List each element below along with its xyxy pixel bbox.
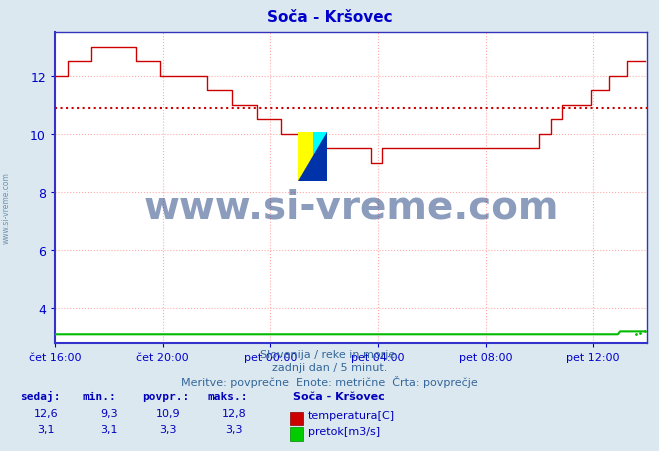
- Text: povpr.:: povpr.:: [142, 391, 189, 401]
- Text: temperatura[C]: temperatura[C]: [308, 410, 395, 420]
- Text: 9,3: 9,3: [100, 408, 117, 418]
- Text: 3,1: 3,1: [100, 424, 117, 434]
- Text: sedaj:: sedaj:: [20, 390, 60, 401]
- Bar: [312, 132, 328, 182]
- Text: 10,9: 10,9: [156, 408, 181, 418]
- Text: 3,3: 3,3: [225, 424, 243, 434]
- Text: 12,8: 12,8: [221, 408, 246, 418]
- Text: 12,6: 12,6: [34, 408, 59, 418]
- Text: www.si-vreme.com: www.si-vreme.com: [2, 171, 11, 244]
- Bar: [298, 132, 312, 182]
- Text: 3,1: 3,1: [38, 424, 55, 434]
- Text: Soča - Kršovec: Soča - Kršovec: [267, 10, 392, 25]
- Text: Meritve: povprečne  Enote: metrične  Črta: povprečje: Meritve: povprečne Enote: metrične Črta:…: [181, 375, 478, 387]
- Text: pretok[m3/s]: pretok[m3/s]: [308, 426, 380, 436]
- Polygon shape: [298, 132, 328, 182]
- Text: Slovenija / reke in morje.: Slovenija / reke in morje.: [260, 350, 399, 359]
- Text: www.si-vreme.com: www.si-vreme.com: [143, 188, 559, 226]
- Text: 3,3: 3,3: [159, 424, 177, 434]
- Text: min.:: min.:: [82, 391, 116, 401]
- Text: maks.:: maks.:: [208, 391, 248, 401]
- Text: Soča - Kršovec: Soča - Kršovec: [293, 391, 385, 401]
- Text: zadnji dan / 5 minut.: zadnji dan / 5 minut.: [272, 362, 387, 372]
